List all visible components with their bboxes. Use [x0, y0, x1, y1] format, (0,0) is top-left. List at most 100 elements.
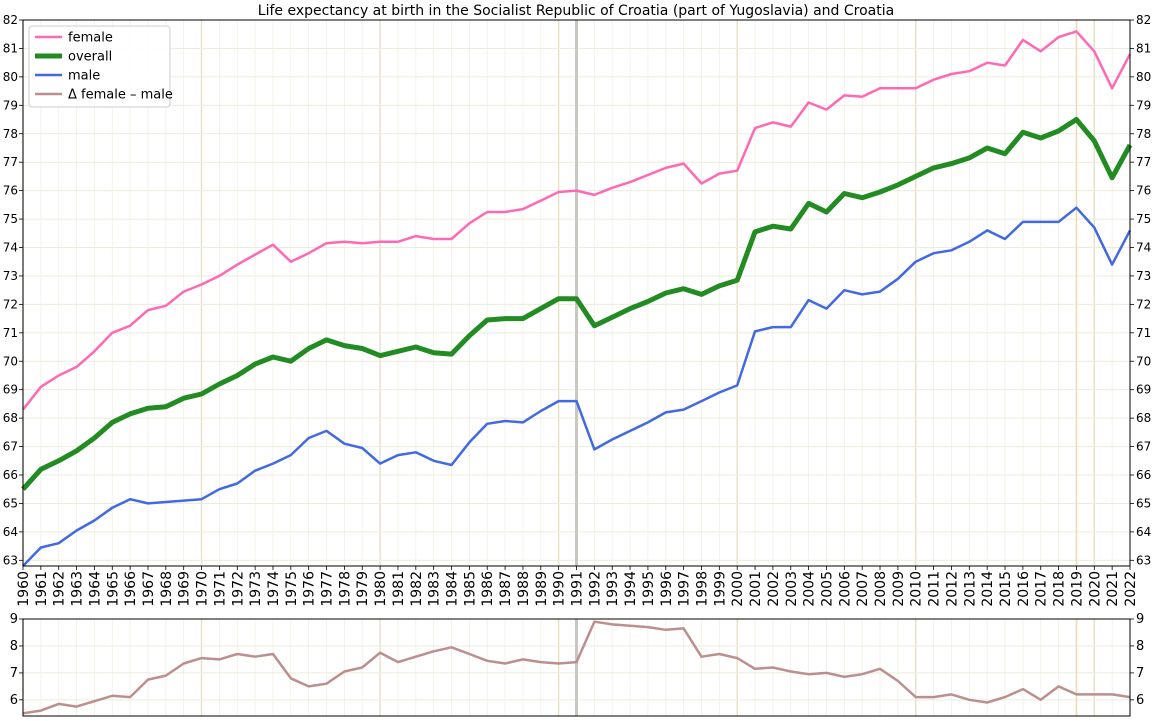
x-tick-label: 1990 — [552, 571, 568, 607]
difference-plot-panel: 6 6 7 7 8 8 9 9 — [10, 612, 1144, 717]
y-tick-label-right: 66 — [1136, 468, 1151, 482]
x-tick-label: 1981 — [391, 571, 407, 607]
y-tick-label-right: 9 — [1136, 612, 1144, 627]
x-tick-label: 2007 — [855, 571, 871, 607]
y-tick-label-right: 7 — [1136, 666, 1144, 681]
y-tick-label-right: 70 — [1136, 354, 1151, 368]
x-tick-label: 2011 — [927, 571, 943, 607]
x-tick-label: 1979 — [355, 571, 371, 607]
x-tick-label: 1996 — [659, 571, 675, 607]
x-tick-label: 1968 — [159, 571, 175, 607]
y-tick-label-right: 72 — [1136, 297, 1151, 311]
x-tick-label: 1983 — [427, 571, 443, 607]
x-tick-label: 2002 — [766, 571, 782, 607]
x-tick-label: 1989 — [534, 571, 550, 607]
x-tick-label: 1976 — [302, 571, 318, 607]
x-tick-label: 1961 — [34, 571, 50, 607]
y-tick-label-left: 72 — [3, 297, 18, 311]
y-tick-label-right: 75 — [1136, 212, 1151, 226]
x-tick-label: 1967 — [141, 571, 157, 607]
x-tick-label: 2019 — [1069, 571, 1085, 607]
x-tick-label: 2001 — [748, 571, 764, 607]
x-tick-label: 1963 — [70, 571, 86, 607]
x-tick-label: 1992 — [587, 571, 603, 607]
y-tick-label-left: 7 — [10, 666, 18, 681]
x-tick-label: 2020 — [1087, 571, 1103, 607]
x-tick-label: 1982 — [409, 571, 425, 607]
x-tick-label: 1964 — [87, 571, 103, 607]
x-tick-label: 2012 — [944, 571, 960, 607]
x-tick-label: 2003 — [784, 571, 800, 607]
y-tick-label-left: 6 — [10, 693, 18, 708]
x-tick-label: 1975 — [284, 571, 300, 607]
y-tick-label-right: 79 — [1136, 98, 1151, 112]
x-tick-label: 2015 — [998, 571, 1014, 607]
main-plot-panel: 63 63 64 64 65 65 66 66 67 67 68 68 69 69 70 70 71 71 72 72… — [3, 13, 1152, 607]
x-tick-label: 1987 — [498, 571, 514, 607]
x-tick-label: 1991 — [570, 571, 586, 607]
y-tick-label-right: 67 — [1136, 440, 1151, 454]
x-tick-label: 2022 — [1123, 571, 1139, 607]
x-tick-label: 2013 — [962, 571, 978, 607]
plot-frame — [22, 618, 1131, 717]
x-tick-label: 2004 — [802, 571, 818, 607]
y-tick-label-left: 70 — [3, 354, 18, 368]
y-tick-label-left: 82 — [3, 13, 18, 27]
x-tick-label: 1980 — [373, 571, 389, 607]
female-series-line — [22, 30, 1132, 411]
legend-label: female — [68, 31, 113, 46]
x-tick-label: 1986 — [480, 571, 496, 607]
y-tick-label-left: 81 — [3, 41, 18, 55]
y-tick-label-right: 80 — [1136, 70, 1151, 84]
x-tick-label: 2005 — [819, 571, 835, 607]
difference-series-line — [22, 620, 1131, 715]
y-tick-label-right: 64 — [1136, 525, 1151, 539]
legend-box — [28, 25, 171, 108]
x-tick-label: 2000 — [730, 571, 746, 607]
y-tick-label-left: 80 — [3, 70, 18, 84]
y-tick-label-right: 71 — [1136, 326, 1151, 340]
y-tick-label-left: 74 — [3, 241, 18, 255]
y-tick-label-left: 63 — [3, 553, 18, 567]
x-tick-label: 1988 — [516, 571, 532, 607]
x-tick-label: 2021 — [1105, 571, 1121, 607]
x-tick-label: 2010 — [909, 571, 925, 607]
y-tick-label-right: 68 — [1136, 411, 1151, 425]
x-tick-label: 2018 — [1052, 571, 1068, 607]
y-tick-label-left: 79 — [3, 98, 18, 112]
x-tick-label: 2006 — [837, 571, 853, 607]
y-tick-label-right: 74 — [1136, 241, 1151, 255]
y-tick-label-right: 8 — [1136, 639, 1144, 654]
x-tick-label: 1995 — [641, 571, 657, 607]
y-tick-label-right: 69 — [1136, 383, 1151, 397]
y-tick-label-left: 77 — [3, 155, 18, 169]
y-tick-label-left: 69 — [3, 383, 18, 397]
x-tick-label: 1970 — [195, 571, 211, 607]
y-tick-label-left: 71 — [3, 326, 18, 340]
chart-title: Life expectancy at birth in the Socialis… — [258, 3, 894, 19]
y-tick-label-left: 65 — [3, 496, 18, 510]
y-tick-label-left: 8 — [10, 639, 18, 654]
y-tick-label-right: 63 — [1136, 553, 1151, 567]
x-tick-label: 2014 — [980, 571, 996, 607]
x-tick-label: 1985 — [462, 571, 478, 607]
y-tick-label-right: 65 — [1136, 496, 1151, 510]
x-tick-label: 1966 — [123, 571, 139, 607]
male-series-line — [22, 206, 1132, 567]
x-tick-label: 1993 — [605, 571, 621, 607]
y-tick-label-left: 73 — [3, 269, 18, 283]
x-tick-label: 1997 — [677, 571, 693, 607]
y-tick-label-right: 77 — [1136, 155, 1151, 169]
legend-label: overall — [68, 50, 112, 65]
y-tick-label-left: 9 — [10, 612, 18, 627]
legend-label: male — [68, 69, 100, 84]
x-tick-label: 1994 — [623, 571, 639, 607]
y-tick-label-left: 66 — [3, 468, 18, 482]
y-tick-label-right: 6 — [1136, 693, 1144, 708]
x-tick-label: 1969 — [177, 571, 193, 607]
x-tick-label: 1971 — [212, 571, 228, 607]
y-tick-label-left: 67 — [3, 440, 18, 454]
x-tick-label: 1984 — [445, 571, 461, 607]
y-tick-label-left: 76 — [3, 184, 18, 198]
